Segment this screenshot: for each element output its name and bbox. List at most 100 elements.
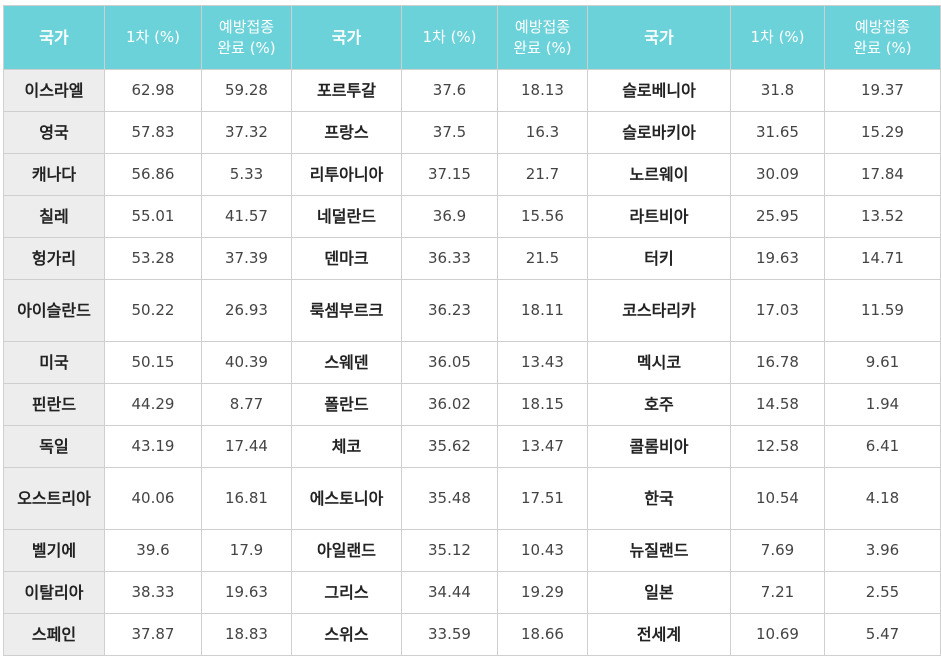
first-dose-cell: 19.63 xyxy=(730,237,825,280)
country-cell: 아이슬란드 xyxy=(3,279,105,342)
country-cell: 에스토니아 xyxy=(291,467,402,530)
first-dose-cell: 16.78 xyxy=(730,341,825,384)
first-dose-cell: 35.48 xyxy=(401,467,498,530)
country-cell: 콜롬비아 xyxy=(587,425,731,468)
vaccination-table: 국가 1차 (%) 예방접종 완료 (%) 국가 1차 (%) 예방접종 완료 … xyxy=(3,5,941,656)
country-cell: 핀란드 xyxy=(3,383,105,426)
first-dose-cell: 36.23 xyxy=(401,279,498,342)
first-dose-cell: 30.09 xyxy=(730,153,825,196)
table-row: 아이슬란드 50.22 26.93 룩셈부르크 36.23 18.11 코스타리카 17.03… xyxy=(3,279,941,342)
first-dose-cell: 7.21 xyxy=(730,571,825,614)
country-cell: 노르웨이 xyxy=(587,153,731,196)
first-dose-cell: 10.54 xyxy=(730,467,825,530)
fully-vaccinated-cell: 59.28 xyxy=(201,69,292,112)
fully-vaccinated-cell: 19.63 xyxy=(201,571,292,614)
country-cell: 뉴질랜드 xyxy=(587,529,731,572)
country-cell: 일본 xyxy=(587,571,731,614)
fully-vaccinated-cell: 21.5 xyxy=(497,237,588,280)
fully-vaccinated-cell: 9.61 xyxy=(824,341,941,384)
fully-vaccinated-cell: 17.9 xyxy=(201,529,292,572)
fully-vaccinated-cell: 18.11 xyxy=(497,279,588,342)
country-cell: 프랑스 xyxy=(291,111,402,154)
first-dose-cell: 37.5 xyxy=(401,111,498,154)
header-country-3: 국가 xyxy=(587,5,731,70)
header-country-2: 국가 xyxy=(291,5,402,70)
fully-vaccinated-cell: 37.32 xyxy=(201,111,292,154)
country-cell: 룩셈부르크 xyxy=(291,279,402,342)
fully-vaccinated-cell: 13.43 xyxy=(497,341,588,384)
first-dose-cell: 7.69 xyxy=(730,529,825,572)
first-dose-cell: 36.05 xyxy=(401,341,498,384)
country-cell: 스웨덴 xyxy=(291,341,402,384)
header-first-dose-2: 1차 (%) xyxy=(401,5,498,70)
country-cell: 그리스 xyxy=(291,571,402,614)
first-dose-cell: 12.58 xyxy=(730,425,825,468)
fully-vaccinated-cell: 26.93 xyxy=(201,279,292,342)
table-row: 독일 43.19 17.44 체코 35.62 13.47 콜롬비아 12.58 6.41 xyxy=(3,425,941,468)
table-row: 오스트리아 40.06 16.81 에스토니아 35.48 17.51 한국 10.54 4.1… xyxy=(3,467,941,530)
first-dose-cell: 50.15 xyxy=(104,341,202,384)
fully-vaccinated-cell: 16.81 xyxy=(201,467,292,530)
table-row: 스페인 37.87 18.83 스위스 33.59 18.66 전세계 10.69 5.47 xyxy=(3,613,941,656)
first-dose-cell: 55.01 xyxy=(104,195,202,238)
first-dose-cell: 37.87 xyxy=(104,613,202,656)
first-dose-cell: 37.15 xyxy=(401,153,498,196)
fully-vaccinated-cell: 15.29 xyxy=(824,111,941,154)
first-dose-cell: 36.02 xyxy=(401,383,498,426)
first-dose-cell: 40.06 xyxy=(104,467,202,530)
country-cell: 포르투갈 xyxy=(291,69,402,112)
country-cell: 호주 xyxy=(587,383,731,426)
fully-vaccinated-cell: 37.39 xyxy=(201,237,292,280)
first-dose-cell: 33.59 xyxy=(401,613,498,656)
country-cell: 덴마크 xyxy=(291,237,402,280)
header-fully-vaccinated-3: 예방접종 완료 (%) xyxy=(824,5,941,70)
fully-vaccinated-cell: 18.13 xyxy=(497,69,588,112)
table-header-row: 국가 1차 (%) 예방접종 완료 (%) 국가 1차 (%) 예방접종 완료 … xyxy=(3,5,941,70)
first-dose-cell: 17.03 xyxy=(730,279,825,342)
first-dose-cell: 44.29 xyxy=(104,383,202,426)
table-row: 이탈리아 38.33 19.63 그리스 34.44 19.29 일본 7.21 2.55 xyxy=(3,571,941,614)
country-cell: 네덜란드 xyxy=(291,195,402,238)
first-dose-cell: 36.33 xyxy=(401,237,498,280)
country-cell: 슬로베니아 xyxy=(587,69,731,112)
country-cell: 캐나다 xyxy=(3,153,105,196)
first-dose-cell: 57.83 xyxy=(104,111,202,154)
country-cell: 헝가리 xyxy=(3,237,105,280)
country-cell: 전세계 xyxy=(587,613,731,656)
country-cell: 칠레 xyxy=(3,195,105,238)
country-cell: 슬로바키아 xyxy=(587,111,731,154)
fully-vaccinated-cell: 6.41 xyxy=(824,425,941,468)
table-body: 이스라엘 62.98 59.28 포르투갈 37.6 18.13 슬로베니아 31.8 19.3… xyxy=(3,69,941,656)
country-cell: 리투아니아 xyxy=(291,153,402,196)
first-dose-cell: 31.65 xyxy=(730,111,825,154)
vaccination-table-container: 국가 1차 (%) 예방접종 완료 (%) 국가 1차 (%) 예방접종 완료 … xyxy=(3,5,941,656)
header-fully-vaccinated-2: 예방접종 완료 (%) xyxy=(497,5,588,70)
first-dose-cell: 36.9 xyxy=(401,195,498,238)
first-dose-cell: 56.86 xyxy=(104,153,202,196)
country-cell: 영국 xyxy=(3,111,105,154)
first-dose-cell: 35.62 xyxy=(401,425,498,468)
fully-vaccinated-cell: 17.44 xyxy=(201,425,292,468)
first-dose-cell: 14.58 xyxy=(730,383,825,426)
first-dose-cell: 53.28 xyxy=(104,237,202,280)
fully-vaccinated-cell: 15.56 xyxy=(497,195,588,238)
first-dose-cell: 37.6 xyxy=(401,69,498,112)
fully-vaccinated-cell: 18.83 xyxy=(201,613,292,656)
table-row: 칠레 55.01 41.57 네덜란드 36.9 15.56 라트비아 25.95 13.52 xyxy=(3,195,941,238)
country-cell: 멕시코 xyxy=(587,341,731,384)
fully-vaccinated-cell: 3.96 xyxy=(824,529,941,572)
first-dose-cell: 25.95 xyxy=(730,195,825,238)
fully-vaccinated-cell: 13.52 xyxy=(824,195,941,238)
fully-vaccinated-cell: 2.55 xyxy=(824,571,941,614)
first-dose-cell: 38.33 xyxy=(104,571,202,614)
fully-vaccinated-cell: 1.94 xyxy=(824,383,941,426)
fully-vaccinated-cell: 5.33 xyxy=(201,153,292,196)
header-fully-vaccinated-1: 예방접종 완료 (%) xyxy=(201,5,292,70)
country-cell: 폴란드 xyxy=(291,383,402,426)
table-row: 헝가리 53.28 37.39 덴마크 36.33 21.5 터키 19.63 14.71 xyxy=(3,237,941,280)
first-dose-cell: 31.8 xyxy=(730,69,825,112)
header-first-dose-3: 1차 (%) xyxy=(730,5,825,70)
first-dose-cell: 10.69 xyxy=(730,613,825,656)
fully-vaccinated-cell: 18.15 xyxy=(497,383,588,426)
fully-vaccinated-cell: 19.29 xyxy=(497,571,588,614)
